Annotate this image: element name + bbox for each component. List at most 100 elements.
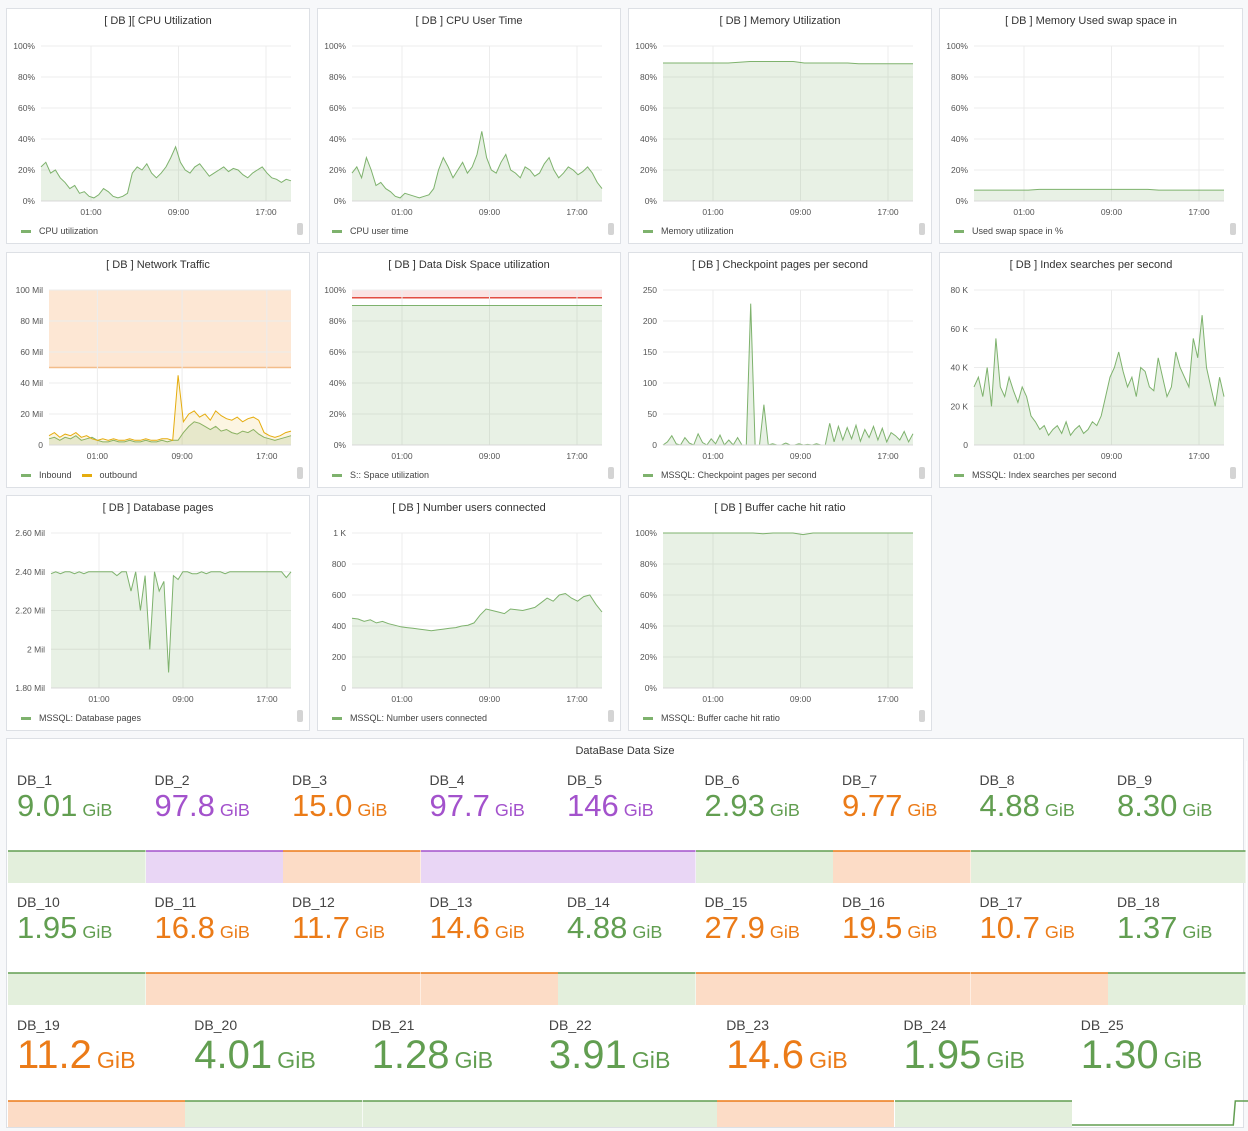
y-tick-label: 1 K [333, 528, 346, 538]
cpu_user-panel: [ DB ] CPU User Time 100% 80% 60% 40% 20% 0% 01… [317, 8, 621, 244]
legend-scrollbar[interactable] [608, 467, 614, 479]
stat-db-25[interactable]: DB_25 1.30 GiB [1071, 1005, 1248, 1127]
stat-name: DB_22 [548, 1017, 592, 1033]
x-tick-label: 01:00 [391, 207, 413, 217]
panel-title[interactable]: [ DB ] Checkpoint pages per second [691, 259, 869, 271]
stat-db-4[interactable]: DB_4 97.7 GiB [420, 761, 559, 883]
legend-scrollbar[interactable] [608, 223, 614, 235]
panel-title[interactable]: [ DB ] Buffer cache hit ratio [714, 502, 846, 514]
x-tick-label: 09:00 [790, 694, 812, 704]
stat-number: 4.88 [567, 910, 628, 945]
y-tick-label: 20% [18, 165, 35, 175]
legend-item[interactable]: outbound [81, 470, 138, 480]
users-chart: 1 K 800 600 400 200 0 01:00 09:00 17:00 [332, 528, 603, 704]
stat-unit: GiB [219, 922, 250, 942]
stat-name: DB_6 [704, 772, 740, 788]
legend-scrollbar[interactable] [919, 710, 925, 722]
panel-title[interactable]: [ DB ] Memory Used swap space in [1005, 15, 1177, 27]
stat-db-17[interactable]: DB_17 10.7 GiB [970, 883, 1109, 1005]
legend-scrollbar[interactable] [297, 467, 303, 479]
x-tick-label: 09:00 [479, 694, 501, 704]
legend-swatch [643, 473, 653, 477]
stat-db-14[interactable]: DB_14 4.88 GiB [558, 883, 697, 1005]
legend-item[interactable]: MSSQL: Checkpoint pages per second [643, 470, 817, 480]
stat-db-22[interactable]: DB_22 3.91 GiB [539, 1005, 719, 1127]
legend: CPU user time [332, 226, 419, 236]
stat-db-11[interactable]: DB_11 16.8 GiB [145, 883, 284, 1005]
stat-sparkline [717, 1100, 895, 1127]
legend-item[interactable]: S:: Space utilization [332, 470, 429, 480]
stat-db-6[interactable]: DB_6 2.93 GiB [695, 761, 834, 883]
y-tick-label: 20 K [951, 401, 969, 411]
x-tick-label: 17:00 [566, 694, 588, 704]
legend-item[interactable]: Memory utilization [643, 226, 734, 236]
legend-item[interactable]: MSSQL: Number users connected [332, 713, 487, 723]
stat-number: 4.88 [979, 788, 1040, 823]
panel-title[interactable]: [ DB ] Index searches per second [1009, 259, 1173, 271]
stat-db-15[interactable]: DB_15 27.9 GiB [695, 883, 834, 1005]
legend: CPU utilization [21, 226, 108, 236]
stat-db-1[interactable]: DB_1 9.01 GiB [8, 761, 147, 883]
stat-db-2[interactable]: DB_2 97.8 GiB [145, 761, 284, 883]
stat-number: 4.01 [194, 1033, 273, 1077]
stat-db-19[interactable]: DB_19 11.2 GiB [8, 1005, 187, 1127]
stat-number: 14.6 [429, 910, 490, 945]
legend-item[interactable]: Inbound [21, 470, 72, 480]
y-tick-label: 2.40 Mil [15, 567, 45, 577]
panel-title[interactable]: [ DB ] Network Traffic [106, 259, 210, 271]
legend-label: MSSQL: Checkpoint pages per second [661, 470, 817, 480]
y-tick-label: 80 K [951, 285, 969, 295]
legend-label: Memory utilization [661, 226, 734, 236]
stat-db-3[interactable]: DB_3 15.0 GiB [283, 761, 422, 883]
x-tick-label: 09:00 [168, 207, 190, 217]
panel-title[interactable]: [ DB ] Database pages [102, 502, 214, 514]
legend-scrollbar[interactable] [1230, 223, 1236, 235]
stat-name: DB_12 [292, 894, 335, 910]
panel-title[interactable]: [ DB ] Data Disk Space utilization [388, 259, 550, 271]
stat-value: 4.88 GiB [567, 910, 662, 946]
stat-db-16[interactable]: DB_16 19.5 GiB [833, 883, 972, 1005]
stat-db-23[interactable]: DB_23 14.6 GiB [717, 1005, 896, 1127]
stat-unit: GiB [277, 1047, 316, 1073]
index-panel: [ DB ] Index searches per second 80 K 60 K… [939, 252, 1243, 488]
stat-db-7[interactable]: DB_7 9.77 GiB [833, 761, 972, 883]
stat-db-8[interactable]: DB_8 4.88 GiB [970, 761, 1109, 883]
legend-item[interactable]: MSSQL: Database pages [21, 713, 141, 723]
legend-item[interactable]: CPU user time [332, 226, 409, 236]
legend-label: outbound [99, 470, 138, 480]
panel-title[interactable]: [ DB ] Number users connected [392, 502, 546, 514]
legend-item[interactable]: MSSQL: Index searches per second [954, 470, 1117, 480]
legend-item[interactable]: Used swap space in % [954, 226, 1063, 236]
series-line [663, 61, 913, 65]
disk-panel: [ DB ] Data Disk Space utilization 100% 80… [317, 252, 621, 488]
stat-name: DB_4 [429, 772, 465, 788]
legend-item[interactable]: CPU utilization [21, 226, 98, 236]
legend-scrollbar[interactable] [1230, 467, 1236, 479]
panel-title[interactable]: [ DB ] Memory Utilization [719, 15, 841, 27]
y-tick-label: 80% [951, 72, 968, 82]
legend-scrollbar[interactable] [919, 467, 925, 479]
stat-db-12[interactable]: DB_12 11.7 GiB [283, 883, 422, 1005]
stat-db-10[interactable]: DB_10 1.95 GiB [8, 883, 147, 1005]
stat-db-13[interactable]: DB_13 14.6 GiB [420, 883, 559, 1005]
legend-scrollbar[interactable] [919, 223, 925, 235]
y-tick-label: 60% [18, 103, 35, 113]
stat-db-24[interactable]: DB_24 1.95 GiB [894, 1005, 1073, 1127]
legend-scrollbar[interactable] [608, 710, 614, 722]
stat-db-20[interactable]: DB_20 4.01 GiB [185, 1005, 364, 1127]
stat-db-5[interactable]: DB_5 146 GiB [558, 761, 697, 883]
y-tick-label: 60% [640, 590, 657, 600]
panel-title[interactable]: [ DB ][ CPU Utilization [104, 15, 212, 27]
stat-db-9[interactable]: DB_9 8.30 GiB [1108, 761, 1247, 883]
stat-number: 1.37 [1117, 910, 1178, 945]
legend-scrollbar[interactable] [297, 710, 303, 722]
stat-name: DB_1 [17, 772, 53, 788]
stat-db-18[interactable]: DB_18 1.37 GiB [1108, 883, 1247, 1005]
sparkline-area [717, 1101, 895, 1127]
x-tick-label: 09:00 [790, 207, 812, 217]
legend-item[interactable]: MSSQL: Buffer cache hit ratio [643, 713, 780, 723]
legend-scrollbar[interactable] [297, 223, 303, 235]
x-tick-label: 01:00 [80, 207, 102, 217]
stat-db-21[interactable]: DB_21 1.28 GiB [362, 1005, 541, 1127]
panel-title[interactable]: [ DB ] CPU User Time [415, 15, 523, 27]
